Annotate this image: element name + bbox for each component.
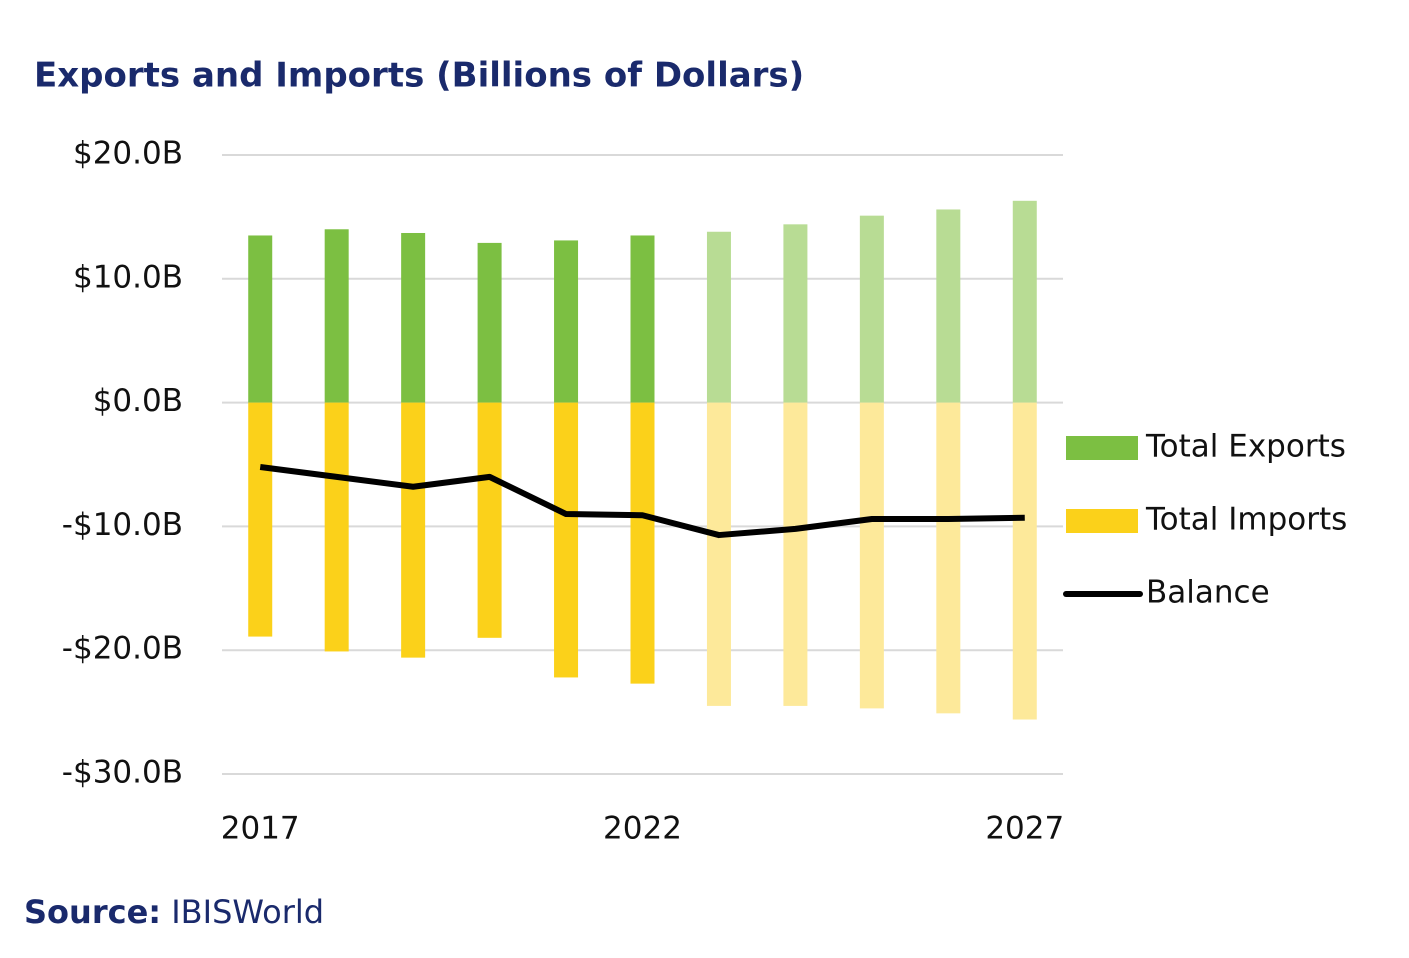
y-tick-label: $10.0B (73, 259, 183, 295)
bar (630, 402, 655, 684)
legend-label: Balance (1146, 575, 1270, 611)
legend-label: Total Exports (1145, 429, 1346, 465)
bar (936, 402, 961, 714)
bar (248, 235, 273, 403)
source-name: IBISWorld (171, 893, 324, 931)
x-tick-label: 2017 (221, 811, 300, 847)
y-tick-label: $0.0B (93, 383, 183, 419)
bar (401, 232, 426, 403)
bar (859, 402, 884, 709)
bar (401, 402, 426, 658)
legend-swatch (1066, 436, 1138, 460)
bar (706, 402, 731, 706)
y-tick-label: -$30.0B (62, 755, 183, 791)
bar (554, 240, 579, 403)
bar (477, 242, 502, 403)
y-tick-label: -$10.0B (62, 507, 183, 543)
y-tick-label: $20.0B (73, 136, 183, 172)
y-tick-label: -$20.0B (62, 631, 183, 667)
bar (630, 235, 655, 403)
bar (859, 215, 884, 403)
source: Source: IBISWorld (24, 893, 324, 931)
x-tick-label: 2027 (985, 811, 1064, 847)
bar (477, 402, 502, 638)
source-label: Source: (24, 893, 161, 931)
x-tick-label: 2022 (603, 811, 682, 847)
bar (1012, 200, 1037, 403)
legend-swatch (1066, 509, 1138, 533)
bar (248, 402, 273, 637)
bar (324, 402, 349, 652)
bar (324, 229, 349, 403)
bar (936, 209, 961, 403)
bar (554, 402, 579, 678)
bar (783, 224, 808, 403)
legend-label: Total Imports (1145, 502, 1347, 538)
bar (1012, 402, 1037, 720)
bar (783, 402, 808, 706)
bar (706, 231, 731, 403)
chart-title: Exports and Imports (Billions of Dollars… (34, 56, 804, 96)
line (259, 464, 1025, 539)
